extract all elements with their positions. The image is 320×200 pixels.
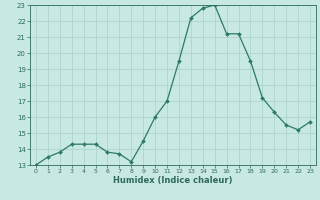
X-axis label: Humidex (Indice chaleur): Humidex (Indice chaleur) [113,176,233,185]
